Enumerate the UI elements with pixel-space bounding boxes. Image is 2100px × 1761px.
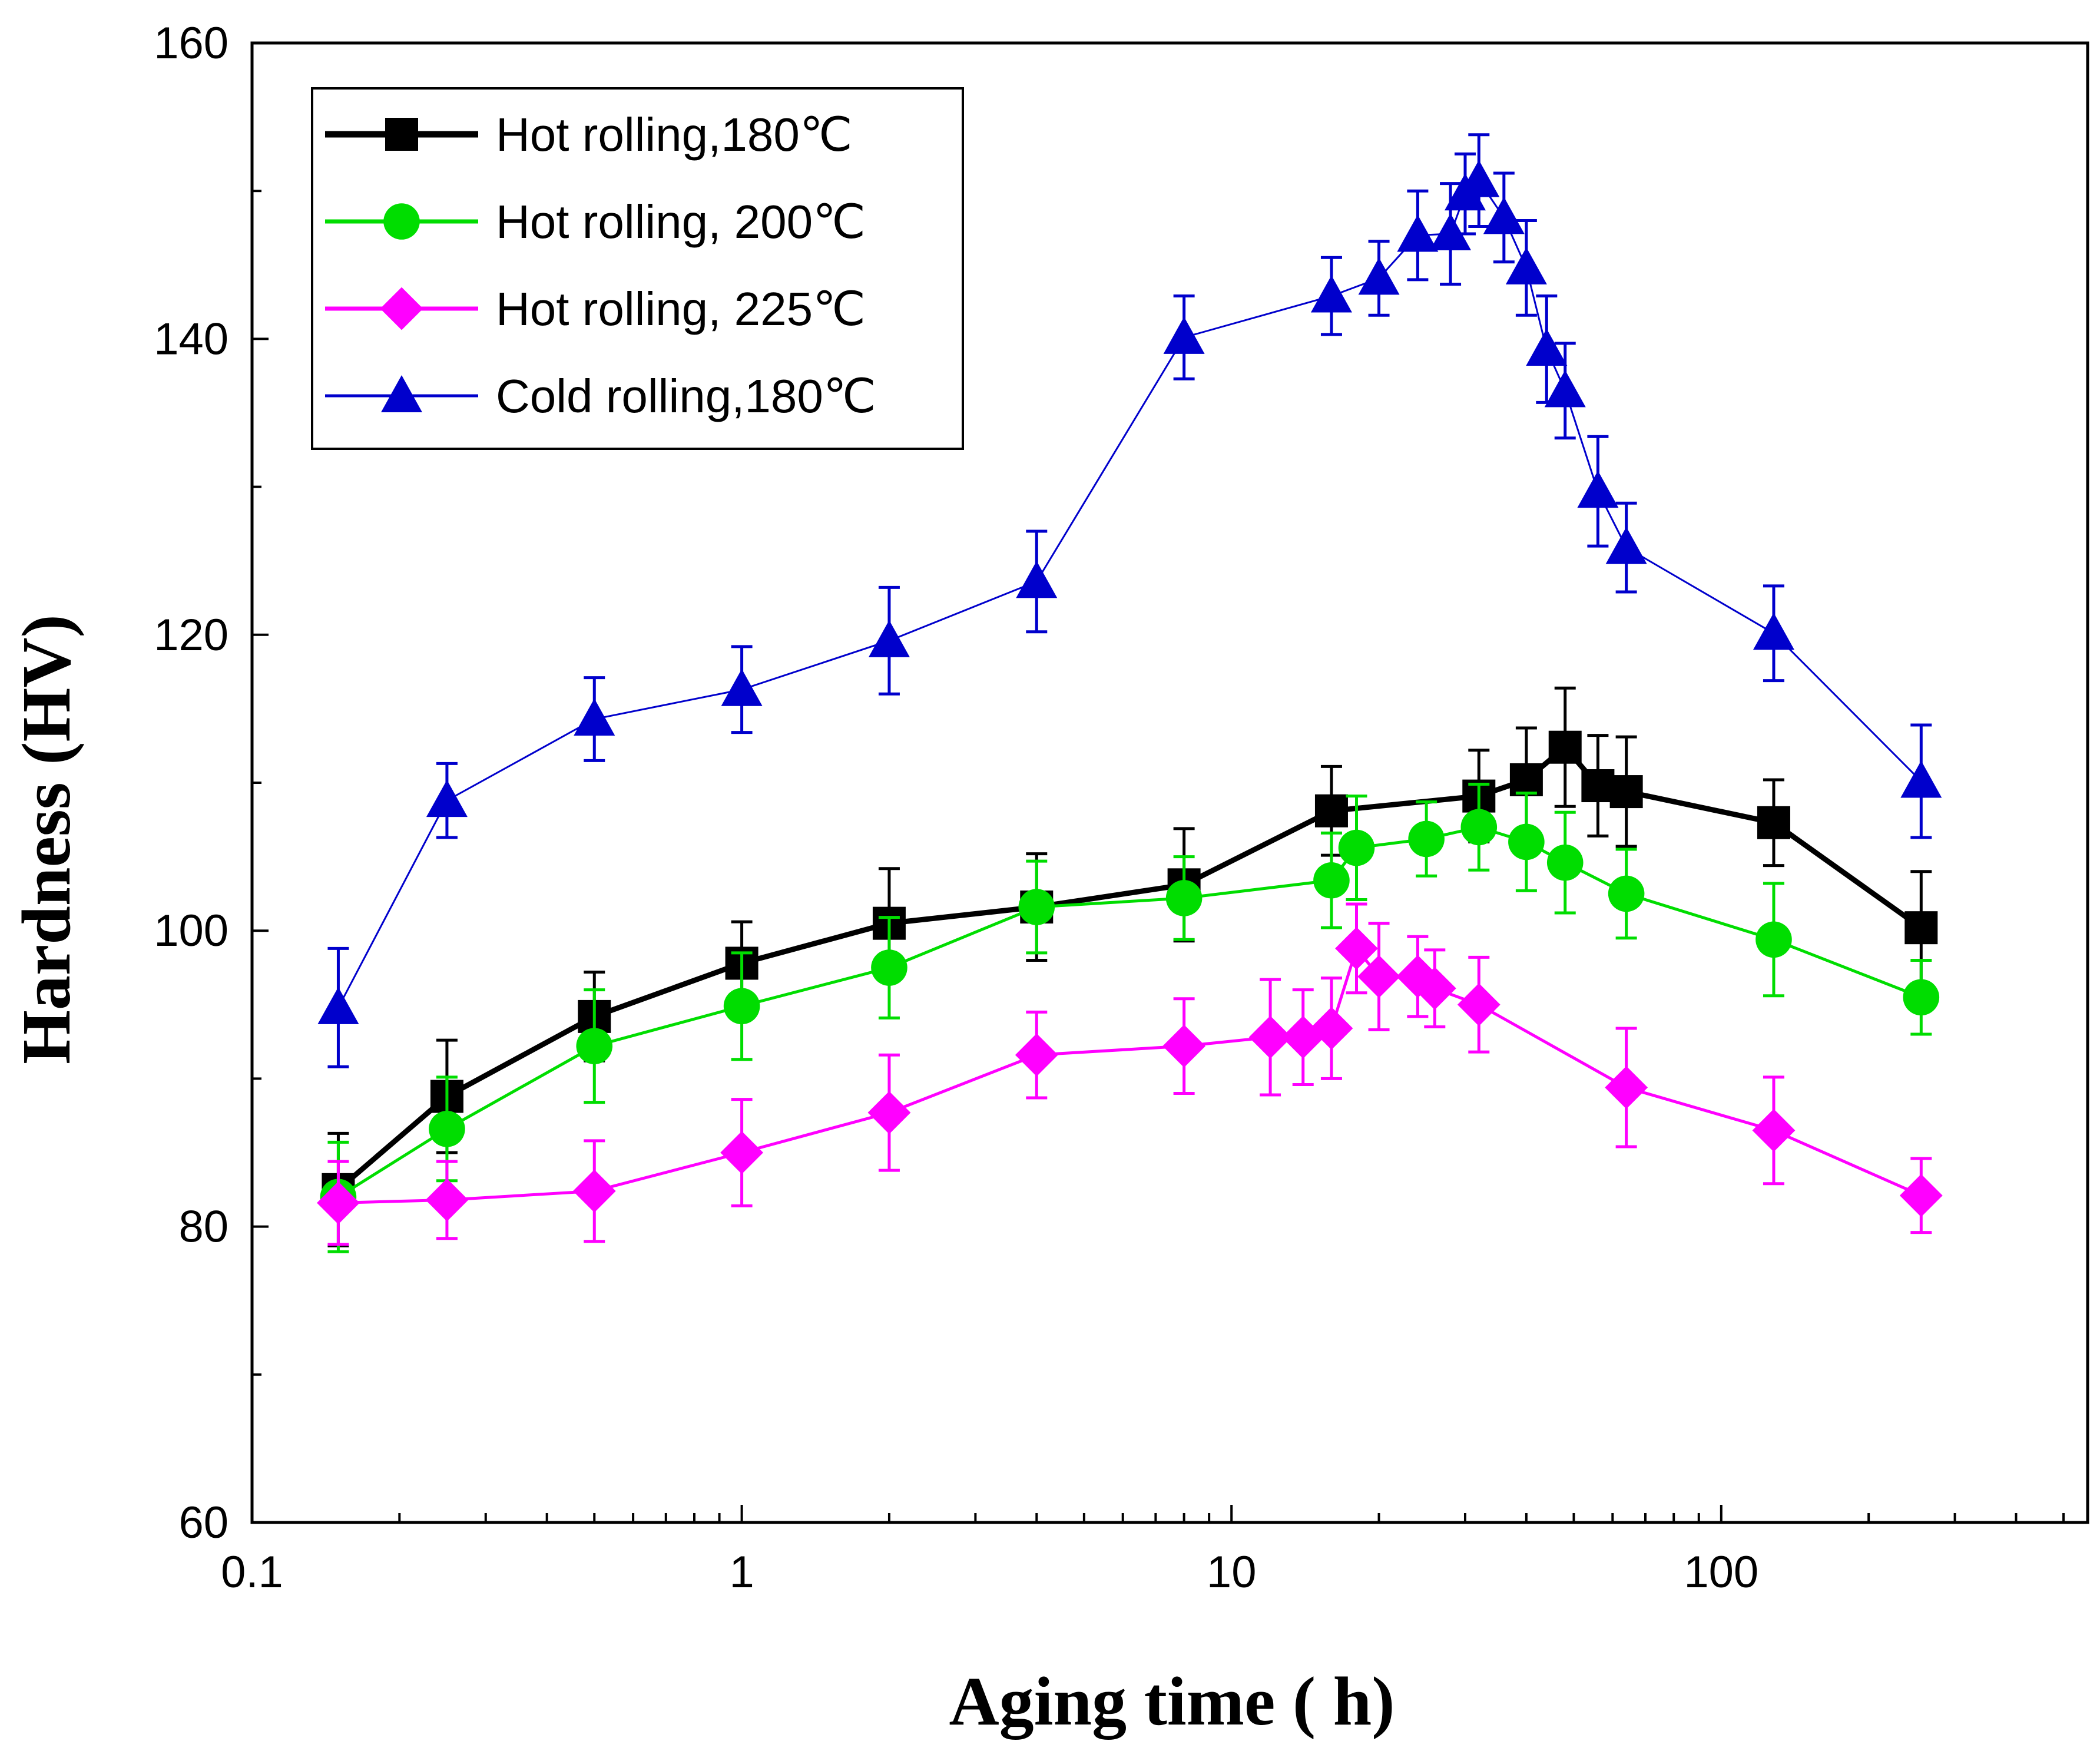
data-point [1016,561,1058,598]
x-axis-title: Aging time ( h) [949,1663,1395,1740]
data-point [1281,1015,1325,1059]
legend-item: Cold rolling,180℃ [325,370,876,422]
data-point [1904,911,1938,945]
data-point [1310,1007,1353,1050]
y-tick-label: 60 [178,1498,228,1548]
data-point [1577,471,1619,508]
data-point [1752,1108,1796,1152]
data-point [720,1131,764,1174]
data-point [1753,613,1794,650]
y-tick-label: 80 [178,1202,228,1252]
data-point [1310,275,1352,313]
data-point [1458,160,1500,197]
data-point [1358,257,1400,295]
legend-marker [380,287,423,330]
data-point [425,1178,469,1222]
data-point [868,620,910,657]
data-point [1483,197,1525,234]
data-point [572,1169,616,1213]
data-point [871,949,907,986]
legend-marker [385,118,418,151]
data-point [429,1111,465,1147]
y-tick-label: 100 [154,906,228,956]
legend-item: Hot rolling,180℃ [325,108,853,161]
x-tick-label: 100 [1684,1547,1758,1597]
y-tick-label: 120 [154,610,228,660]
legend-marker [383,203,420,240]
data-point [867,1091,911,1134]
data-point [574,698,615,736]
data-point [1165,880,1203,916]
data-point [1413,966,1456,1010]
data-point [1903,979,1940,1016]
y-tick-label: 160 [154,18,228,68]
data-point [1581,769,1615,803]
y-tick-label: 140 [154,314,228,364]
legend-box [311,87,964,450]
plot-layer [317,133,1943,1253]
data-point [1357,955,1400,998]
y-axis-title: Hardness (HV) [8,614,85,1064]
data-point [426,780,468,817]
data-point [576,1028,613,1064]
data-point [1526,328,1568,366]
data-point [723,988,760,1025]
data-point [1162,1024,1206,1068]
legend-item: Hot rolling, 225℃ [325,283,866,335]
data-point [1015,1033,1058,1077]
legend-label: Hot rolling, 225℃ [496,283,866,335]
series-2 [320,783,1940,1253]
data-point [1609,775,1643,809]
data-point [1396,955,1439,998]
data-point [1505,247,1547,284]
legend-label: Hot rolling,180℃ [496,108,853,161]
data-point [1314,794,1348,827]
data-point [1509,763,1543,796]
legend: Hot rolling,180℃ Hot rolling, 200℃ Hot rol… [311,87,964,450]
series-4 [317,133,1942,1068]
data-point [1335,926,1378,970]
x-tick-label: 0.1 [221,1547,283,1597]
data-point [1544,370,1586,408]
series-line [337,825,1922,1199]
data-point [1605,527,1647,564]
data-point [1508,823,1545,860]
series-3 [317,902,1943,1246]
data-point [1460,809,1498,846]
x-tick-label: 10 [1207,1547,1257,1597]
data-point [1163,316,1205,354]
data-point [1408,820,1445,858]
legend-label: Hot rolling, 200℃ [496,196,866,248]
data-point [721,668,763,706]
data-point [1900,760,1942,798]
data-point [1248,1015,1292,1059]
data-point [1605,1066,1648,1109]
data-point [1757,806,1790,839]
data-point [317,1181,360,1224]
data-point [1548,730,1582,764]
data-point [1397,214,1439,252]
data-point [317,987,359,1024]
x-tick-label: 1 [729,1547,754,1597]
data-point [1899,1174,1943,1217]
data-point [1546,844,1584,881]
data-point [1430,213,1472,251]
data-point [1018,889,1055,925]
legend-item: Hot rolling, 200℃ [325,196,866,248]
data-point [1313,862,1350,899]
legend-label: Cold rolling,180℃ [496,370,876,422]
data-point [1457,983,1501,1027]
data-point [1608,875,1645,912]
axes-layer: 60 80 100 120 140 160 0.1 1 10 100 [154,18,2089,1597]
data-point [1338,829,1375,866]
legend-marker [381,375,422,412]
data-point [1755,921,1792,958]
